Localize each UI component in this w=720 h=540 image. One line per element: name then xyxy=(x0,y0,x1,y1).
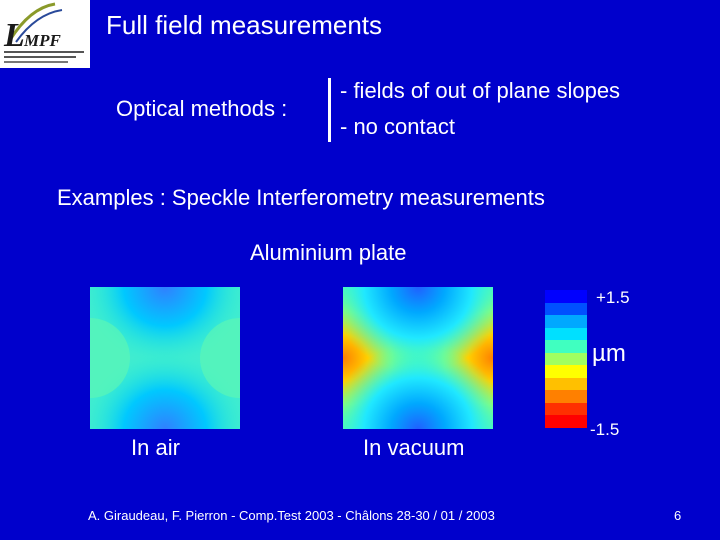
svg-text:MPF: MPF xyxy=(23,31,62,50)
scale-band-2 xyxy=(545,315,587,328)
caption-in-air: In air xyxy=(131,435,180,460)
slide-title: Full field measurements xyxy=(106,10,382,40)
fringe-map-air xyxy=(90,287,240,429)
fringe-map-vacuum xyxy=(343,287,493,429)
scale-band-8 xyxy=(545,390,587,403)
scale-max-label: +1.5 xyxy=(596,288,630,307)
color-scale-bar xyxy=(545,290,587,429)
scale-band-5 xyxy=(545,352,587,366)
figure-label: Aluminium plate xyxy=(250,240,407,265)
scale-band-9 xyxy=(545,402,587,416)
bullet-out-of-plane: - fields of out of plane slopes xyxy=(340,78,621,103)
scale-band-6 xyxy=(545,365,587,378)
scale-min-label: -1.5 xyxy=(590,420,620,439)
lmpf-logo: L MPF xyxy=(0,0,90,68)
caption-in-vacuum: In vacuum xyxy=(363,435,465,460)
scale-unit-label: µm xyxy=(592,340,626,367)
scale-band-10 xyxy=(545,415,587,429)
examples-heading: Examples : Speckle Interferometry measur… xyxy=(57,185,545,210)
svg-text:L: L xyxy=(3,17,25,54)
optical-methods-label: Optical methods : xyxy=(116,96,288,121)
page-number: 6 xyxy=(674,508,682,523)
scale-band-1 xyxy=(545,302,587,316)
scale-band-0 xyxy=(545,290,587,303)
scale-band-3 xyxy=(545,327,587,341)
lmpf-logo-graphic: L MPF xyxy=(0,0,90,68)
footer-citation: A. Giraudeau, F. Pierron - Comp.Test 200… xyxy=(88,508,495,523)
bullet-no-contact: - no contact xyxy=(340,114,455,139)
scale-band-4 xyxy=(545,340,587,353)
scale-band-7 xyxy=(545,377,587,391)
bracket-bar xyxy=(328,78,331,142)
